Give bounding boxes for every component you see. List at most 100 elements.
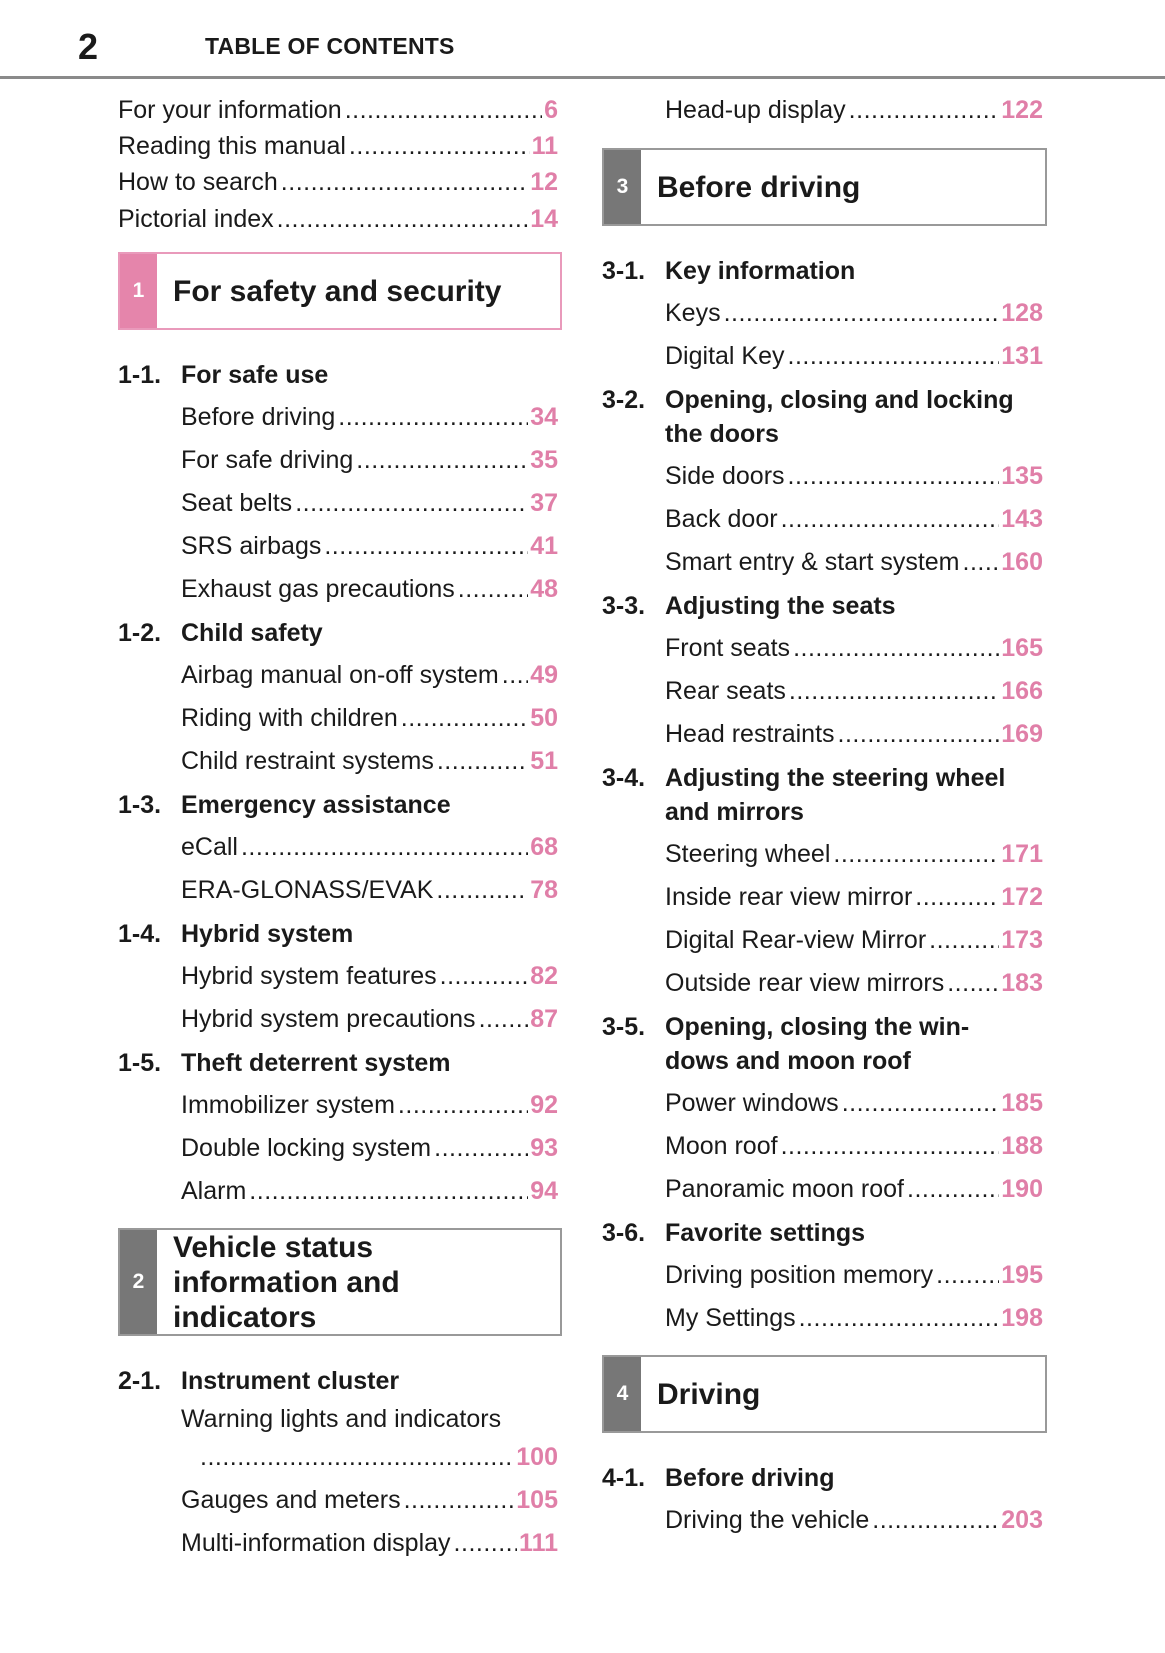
toc-entry[interactable]: Pictorial index 14 xyxy=(118,201,562,237)
entry-page-number[interactable]: 68 xyxy=(530,833,558,862)
entry-page-number[interactable]: 11 xyxy=(531,131,558,160)
entry-page-number[interactable]: 94 xyxy=(530,1177,558,1206)
toc-entry[interactable]: Hybrid system precautions 87 xyxy=(118,998,562,1041)
toc-entry[interactable]: Keys 128 xyxy=(602,292,1047,335)
toc-entry[interactable]: SRS airbags 41 xyxy=(118,525,562,568)
entry-page-number[interactable]: 131 xyxy=(1001,342,1043,371)
entry-page-number[interactable]: 190 xyxy=(1001,1175,1043,1204)
subsection-heading[interactable]: 2-1. Instrument cluster xyxy=(118,1359,562,1402)
toc-entry[interactable]: Outside rear view mirrors 183 xyxy=(602,962,1047,1005)
entry-page-number[interactable]: 51 xyxy=(530,747,558,776)
entry-page-number[interactable]: 41 xyxy=(530,532,558,561)
toc-entry[interactable]: Double locking system 93 xyxy=(118,1127,562,1170)
entry-page-number[interactable]: 165 xyxy=(1001,634,1043,663)
toc-entry[interactable]: ERA-GLONASS/EVAK 78 xyxy=(118,869,562,912)
entry-page-number[interactable]: 198 xyxy=(1001,1304,1043,1333)
entry-page-number[interactable]: 93 xyxy=(530,1134,558,1163)
subsection-heading[interactable]: 4-1. Before driving xyxy=(602,1456,1047,1499)
entry-page-number[interactable]: 122 xyxy=(1001,95,1043,124)
toc-entry[interactable]: Seat belts 37 xyxy=(118,482,562,525)
subsection-heading[interactable]: 1-3. Emergency assistance xyxy=(118,783,562,826)
subsection-heading[interactable]: 1-2. Child safety xyxy=(118,611,562,654)
entry-page-number[interactable]: 135 xyxy=(1001,462,1043,491)
subsection-heading[interactable]: 3-4. Adjusting the steering wheel and mir… xyxy=(602,756,1047,833)
toc-entry[interactable]: Reading this manual 11 xyxy=(118,128,562,164)
entry-page-number[interactable]: 6 xyxy=(544,95,558,124)
toc-entry[interactable]: Side doors 135 xyxy=(602,455,1047,498)
chapter-banner[interactable]: 4 Driving xyxy=(602,1355,1047,1434)
toc-entry[interactable]: Hybrid system features 82 xyxy=(118,955,562,998)
toc-entry[interactable]: Alarm 94 xyxy=(118,1170,562,1213)
entry-page-number[interactable]: 195 xyxy=(1001,1261,1043,1290)
entry-page-number[interactable]: 203 xyxy=(1001,1506,1043,1535)
toc-entry[interactable]: Panoramic moon roof 190 xyxy=(602,1168,1047,1211)
toc-entry[interactable]: Immobilizer system 92 xyxy=(118,1084,562,1127)
toc-entry[interactable]: How to search 12 xyxy=(118,165,562,201)
entry-page-number[interactable]: 14 xyxy=(530,204,558,233)
entry-page-number[interactable]: 87 xyxy=(530,1005,558,1034)
entry-page-number[interactable]: 92 xyxy=(530,1091,558,1120)
subsection-heading[interactable]: 3-3. Adjusting the seats xyxy=(602,584,1047,627)
chapter-banner[interactable]: 2 Vehicle status information and indicato… xyxy=(118,1228,562,1337)
toc-entry[interactable]: Exhaust gas precautions 48 xyxy=(118,568,562,611)
toc-entry[interactable]: For safe driving 35 xyxy=(118,439,562,482)
entry-page-number[interactable]: 143 xyxy=(1001,505,1043,534)
subsection-heading[interactable]: 1-1. For safe use xyxy=(118,353,562,396)
entry-page-number[interactable]: 82 xyxy=(530,962,558,991)
toc-entry[interactable]: Airbag manual on-off system 49 xyxy=(118,654,562,697)
entry-page-number[interactable]: 172 xyxy=(1001,883,1043,912)
entry-page-number[interactable]: 111 xyxy=(519,1529,558,1558)
entry-page-number[interactable]: 49 xyxy=(530,661,558,690)
toc-entry-label-line[interactable]: Warning lights and indicators xyxy=(118,1402,562,1436)
toc-entry[interactable]: Before driving 34 xyxy=(118,396,562,439)
entry-page-number[interactable]: 105 xyxy=(516,1486,558,1515)
toc-entry[interactable]: Smart entry & start system 160 xyxy=(602,541,1047,584)
subsection-heading[interactable]: 1-4. Hybrid system xyxy=(118,912,562,955)
entry-page-number[interactable]: 160 xyxy=(1001,548,1043,577)
subsection-heading[interactable]: 3-5. Opening, closing the win- dows and m… xyxy=(602,1005,1047,1082)
toc-entry[interactable]: Steering wheel 171 xyxy=(602,833,1047,876)
toc-entry[interactable]: Inside rear view mirror 172 xyxy=(602,876,1047,919)
toc-entry[interactable]: Head restraints 169 xyxy=(602,713,1047,756)
chapter-banner[interactable]: 1 For safety and security xyxy=(118,252,562,331)
entry-page-number[interactable]: 173 xyxy=(1001,926,1043,955)
toc-entry[interactable]: Rear seats 166 xyxy=(602,670,1047,713)
toc-entry[interactable]: Digital Rear-view Mirror 173 xyxy=(602,919,1047,962)
toc-entry[interactable]: Multi-information display 111 xyxy=(118,1522,562,1565)
entry-page-number[interactable]: 183 xyxy=(1001,969,1043,998)
toc-entry[interactable]: Gauges and meters 105 xyxy=(118,1479,562,1522)
entry-page-number[interactable]: 100 xyxy=(516,1443,558,1472)
toc-entry[interactable]: Head-up display 122 xyxy=(602,92,1047,128)
toc-entry[interactable]: eCall 68 xyxy=(118,826,562,869)
entry-page-number[interactable]: 48 xyxy=(530,575,558,604)
entry-page-number[interactable]: 185 xyxy=(1001,1089,1043,1118)
entry-page-number[interactable]: 188 xyxy=(1001,1132,1043,1161)
toc-entry[interactable]: 100 xyxy=(118,1436,562,1479)
toc-entry[interactable]: Child restraint systems 51 xyxy=(118,740,562,783)
entry-page-number[interactable]: 35 xyxy=(530,446,558,475)
subsection-heading[interactable]: 3-6. Favorite settings xyxy=(602,1211,1047,1254)
entry-page-number[interactable]: 169 xyxy=(1001,720,1043,749)
entry-page-number[interactable]: 128 xyxy=(1001,299,1043,328)
entry-page-number[interactable]: 50 xyxy=(530,704,558,733)
toc-entry[interactable]: My Settings 198 xyxy=(602,1297,1047,1340)
toc-entry[interactable]: Back door 143 xyxy=(602,498,1047,541)
subsection-heading[interactable]: 3-1. Key information xyxy=(602,249,1047,292)
toc-entry[interactable]: For your information 6 xyxy=(118,92,562,128)
toc-entry[interactable]: Driving position memory 195 xyxy=(602,1254,1047,1297)
toc-entry[interactable]: Moon roof 188 xyxy=(602,1125,1047,1168)
entry-page-number[interactable]: 78 xyxy=(530,876,558,905)
entry-page-number[interactable]: 37 xyxy=(530,489,558,518)
entry-page-number[interactable]: 34 xyxy=(530,403,558,432)
entry-page-number[interactable]: 171 xyxy=(1001,840,1043,869)
toc-entry[interactable]: Front seats 165 xyxy=(602,627,1047,670)
subsection-heading[interactable]: 1-5. Theft deterrent system xyxy=(118,1041,562,1084)
subsection-heading[interactable]: 3-2. Opening, closing and locking the doo… xyxy=(602,378,1047,455)
chapter-banner[interactable]: 3 Before driving xyxy=(602,148,1047,227)
entry-page-number[interactable]: 166 xyxy=(1001,677,1043,706)
toc-entry[interactable]: Power windows 185 xyxy=(602,1082,1047,1125)
toc-entry[interactable]: Digital Key 131 xyxy=(602,335,1047,378)
toc-entry[interactable]: Riding with children 50 xyxy=(118,697,562,740)
toc-entry[interactable]: Driving the vehicle 203 xyxy=(602,1499,1047,1542)
entry-page-number[interactable]: 12 xyxy=(530,168,558,197)
